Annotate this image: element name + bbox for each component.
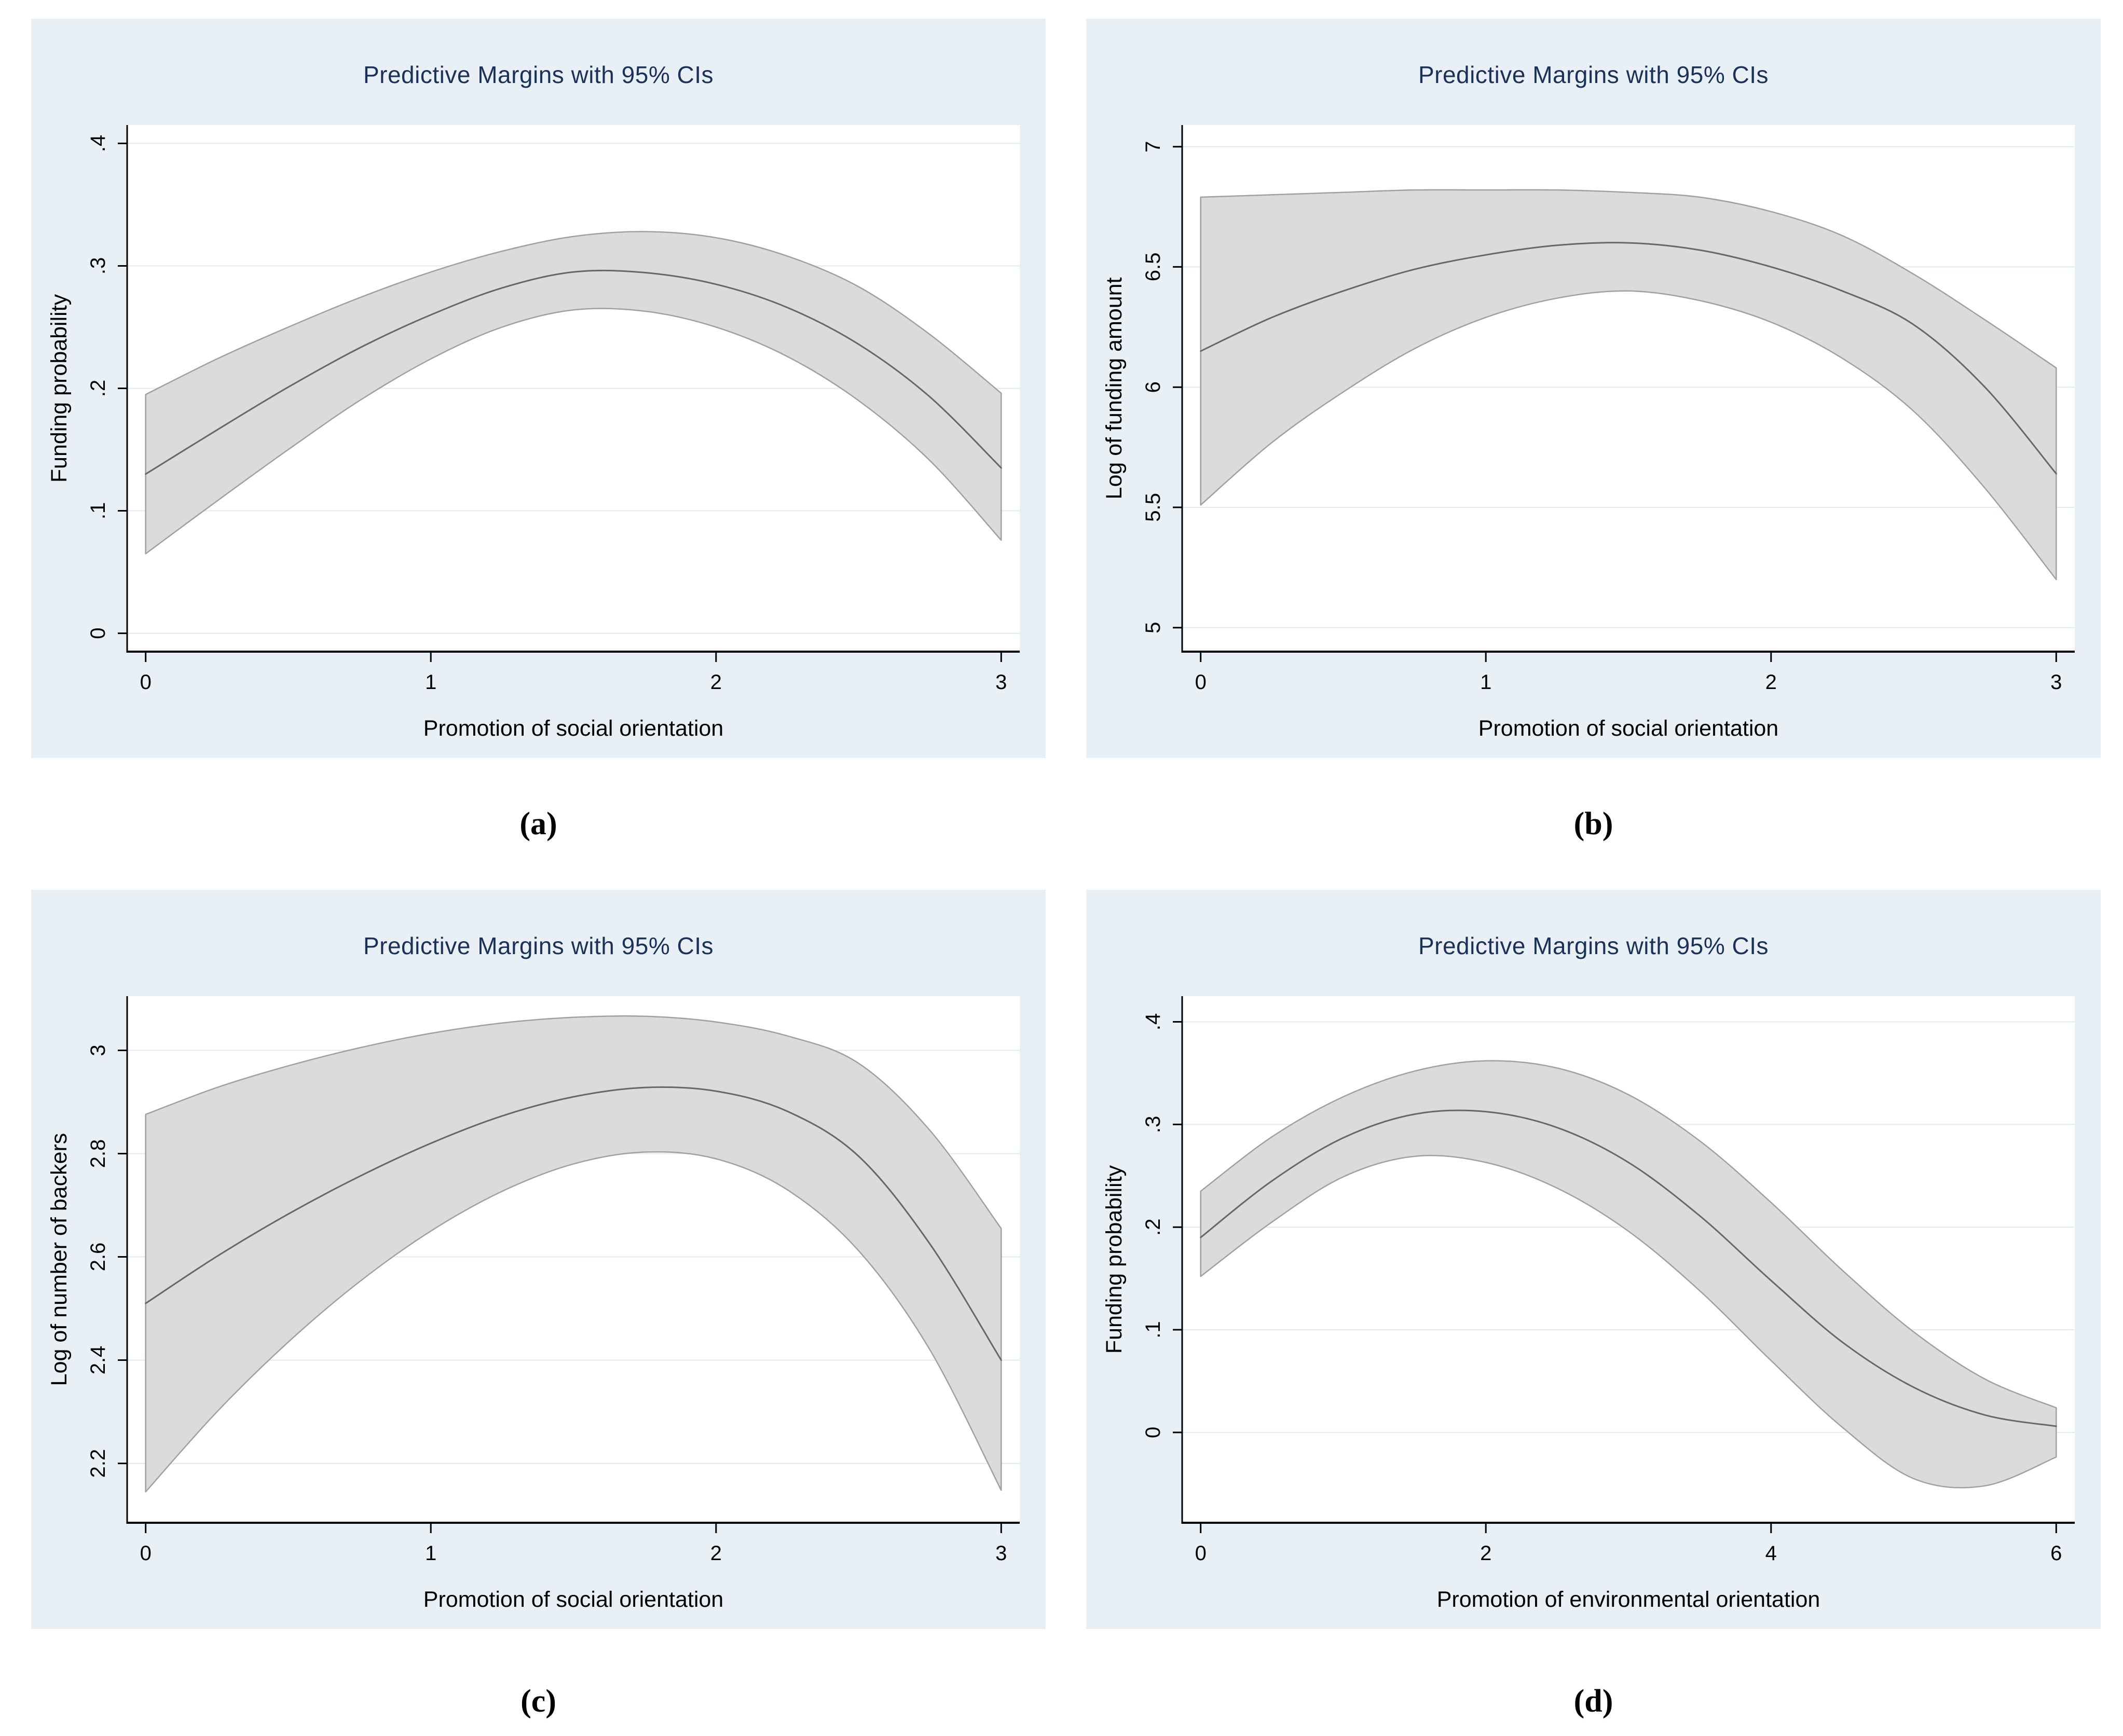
ci-band — [145, 231, 1002, 555]
chart-title-b: Predictive Margins with 95% CIs — [1418, 61, 1769, 88]
margin-line — [145, 269, 1002, 475]
y-axis-title: Funding probability — [47, 294, 72, 483]
x-axis-title: Promotion of social orientation — [423, 1587, 723, 1612]
x-tick-label: 2 — [710, 671, 722, 694]
y-tick-label: .1 — [87, 502, 109, 519]
margin-line — [145, 1086, 1002, 1361]
y-tick-label: 0 — [1142, 1427, 1165, 1438]
ci-band — [1200, 189, 2057, 581]
panel-a: Predictive Margins with 95% CIs 0 .1 .2 .3.… — [31, 19, 1046, 758]
panel-label-a: (a) — [519, 806, 557, 842]
x-tick-label: 1 — [1480, 671, 1491, 694]
x-tick-label: 0 — [140, 1542, 152, 1565]
y-tick-label: .4 — [1142, 1013, 1165, 1030]
x-tick-label: 3 — [995, 671, 1007, 694]
plot-svg-c: 2.2 2.4 2.6 2.8 3 0 1 2 3 Promotion of social ori… — [47, 996, 1020, 1612]
panel-label-d: (d) — [1573, 1683, 1613, 1719]
y-axis-title: Funding probability — [1102, 1165, 1127, 1354]
y-tick-label: 6.5 — [1142, 253, 1165, 282]
y-tick-label: 3 — [87, 1044, 109, 1056]
margin-line — [1200, 242, 2057, 475]
y-tick-label: 5 — [1142, 622, 1165, 633]
panel-c: Predictive Margins with 95% CIs 2.2 2.4 2.… — [31, 890, 1046, 1629]
y-axis-title: Log of funding amount — [1102, 277, 1127, 499]
y-tick-label: .3 — [1142, 1116, 1165, 1133]
y-tick-label: 0 — [87, 627, 109, 639]
x-tick-label: 1 — [425, 1542, 436, 1565]
y-tick-label: .4 — [87, 135, 109, 152]
x-tick-label: 6 — [2050, 1542, 2062, 1565]
panel-d: Predictive Margins with 95% CIs 0 .1 .2 .3.… — [1086, 890, 2101, 1629]
y-tick-label: 5.5 — [1142, 493, 1165, 522]
x-tick-label: 1 — [425, 671, 436, 694]
x-axis-title: Promotion of environmental orientation — [1437, 1587, 1820, 1612]
x-tick-label: 4 — [1765, 1542, 1777, 1565]
x-tick-label: 3 — [995, 1542, 1007, 1565]
y-tick-label: 7 — [1142, 141, 1165, 153]
x-tick-label: 0 — [140, 671, 152, 694]
x-tick-label: 3 — [2050, 671, 2062, 694]
panel-label-b: (b) — [1573, 806, 1613, 842]
plot-svg-d: 0 .1 .2 .3 .4 0 2 4 6 Promotion of environmental … — [1102, 996, 2075, 1612]
y-axis-title: Log of number of backers — [47, 1133, 72, 1386]
panel-b: Predictive Margins with 95% CIs 5 5.5 6 6.5… — [1086, 19, 2101, 758]
x-tick-label: 0 — [1195, 1542, 1207, 1565]
x-axis-title: Promotion of social orientation — [1478, 716, 1778, 741]
x-tick-label: 0 — [1195, 671, 1207, 694]
chart-title-d: Predictive Margins with 95% CIs — [1418, 932, 1769, 959]
ci-band — [145, 1015, 1002, 1493]
y-tick-label: .1 — [1142, 1321, 1165, 1338]
plot-svg-a: 0 .1 .2 .3 .4 0 1 2 3 Promotion of social orienta… — [47, 125, 1020, 741]
y-tick-label: .3 — [87, 257, 109, 274]
ci-band — [1200, 1060, 2057, 1489]
y-tick-label: .2 — [1142, 1219, 1165, 1236]
plot-svg-b: 5 5.5 6 6.5 7 0 1 2 3 Promotion of social orienta… — [1102, 125, 2075, 741]
y-tick-label: 2.6 — [87, 1243, 109, 1272]
x-tick-label: 2 — [1765, 671, 1777, 694]
y-tick-label: 2.8 — [87, 1139, 109, 1168]
y-tick-label: 2.4 — [87, 1346, 109, 1375]
chart-title-a: Predictive Margins with 95% CIs — [363, 61, 714, 88]
panel-label-c: (c) — [521, 1683, 556, 1719]
x-tick-label: 2 — [1480, 1542, 1491, 1565]
x-axis-title: Promotion of social orientation — [423, 716, 723, 741]
y-tick-label: 6 — [1142, 381, 1165, 393]
y-tick-label: .2 — [87, 380, 109, 397]
y-tick-label: 2.2 — [87, 1449, 109, 1478]
x-tick-label: 2 — [710, 1542, 722, 1565]
margin-line — [1200, 1109, 2057, 1427]
chart-title-c: Predictive Margins with 95% CIs — [363, 932, 714, 959]
